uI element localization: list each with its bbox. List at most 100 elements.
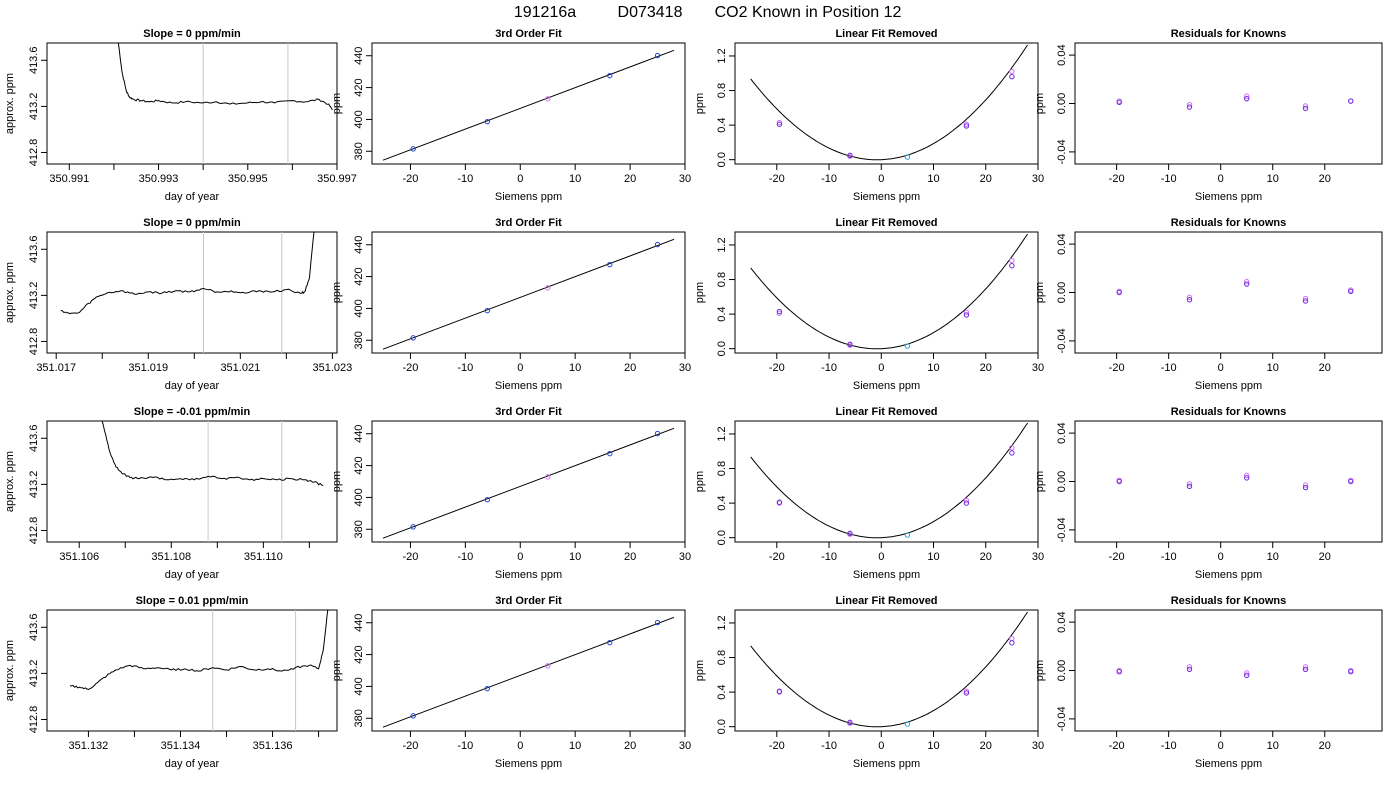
y-tick-label: 0.4: [716, 684, 728, 699]
y-tick-label: 1.2: [716, 48, 728, 63]
residual-point-magenta: [1302, 664, 1309, 670]
x-tick-label: -20: [402, 551, 418, 563]
y-tick-label: 412.8: [28, 517, 40, 545]
title-run-id: 191216a: [514, 4, 576, 21]
residual-point-magenta: [1186, 102, 1193, 108]
y-tick-label: 412.8: [28, 706, 40, 734]
plot-area: [750, 44, 1029, 161]
data-point-magenta: [963, 688, 970, 694]
x-tick-label: 20: [980, 740, 992, 752]
plot-area: [1116, 472, 1354, 491]
panel-trace-row-0: Slope = 0 ppm/min 350.991 350.993 350.995 35…: [4, 28, 357, 203]
data-point: [484, 496, 491, 503]
y-tick-label: 0.00: [1056, 471, 1068, 492]
data-point-purple: [847, 341, 853, 348]
fit-curve: [750, 422, 1029, 539]
fit-line: [382, 616, 675, 728]
y-axis-label: approx. ppm: [4, 640, 16, 701]
x-tick-label: 0: [517, 551, 523, 563]
plot-frame: [371, 609, 686, 732]
x-tick-label: 0: [878, 362, 884, 374]
x-tick-label: 0: [517, 173, 523, 185]
y-tick-label: 413.2: [28, 93, 40, 121]
panel-title: Residuals for Knowns: [1171, 406, 1287, 418]
y-tick-label: 1.2: [716, 426, 728, 441]
x-axis-label: Siemens ppm: [495, 758, 562, 770]
panel-title: Slope = 0.01 ppm/min: [136, 595, 249, 607]
panel-linear_removed-row-1: Linear Fit Removed -20 -10 0 10 20 30 0.0 0.4 0.8…: [694, 217, 1044, 392]
y-tick-label: 0.4: [716, 495, 728, 510]
x-tick-label: 20: [1319, 362, 1331, 374]
panel-title: Slope = 0 ppm/min: [143, 217, 241, 229]
residual-point-purple: [1116, 99, 1122, 105]
panel-residuals-row-3: Residuals for Knowns -20 -10 0 10 20 -0.04 0.00…: [1034, 595, 1383, 770]
x-tick-label: 20: [980, 173, 992, 185]
x-tick-label: -20: [769, 173, 785, 185]
y-tick-label: 413.6: [28, 614, 40, 642]
panel-title: Slope = 0 ppm/min: [143, 28, 241, 40]
panel-trace-row-2: Slope = -0.01 ppm/min 351.106 351.108 351.1…: [4, 406, 338, 581]
x-tick-label: -20: [402, 173, 418, 185]
plot-frame: [734, 42, 1039, 165]
y-axis-label: ppm: [331, 660, 343, 681]
x-axis-label: Siemens ppm: [495, 380, 562, 392]
plot-frame: [46, 42, 338, 165]
y-tick-label: 1.2: [716, 237, 728, 252]
y-tick-label: 400: [353, 488, 365, 506]
x-tick-label: -10: [1161, 740, 1177, 752]
panel-title: Linear Fit Removed: [835, 406, 937, 418]
x-tick-label: 20: [624, 740, 636, 752]
plot-area: [382, 616, 675, 728]
x-tick-label: 10: [1267, 362, 1279, 374]
x-axis-label: Siemens ppm: [495, 569, 562, 581]
data-point: [607, 639, 613, 646]
x-tick-label: -10: [821, 173, 837, 185]
y-tick-label: 0.4: [716, 117, 728, 132]
y-tick-label: 0.0: [716, 530, 728, 545]
data-point: [654, 52, 661, 59]
x-tick-label: 10: [927, 173, 939, 185]
panel-title: 3rd Order Fit: [495, 217, 562, 229]
panel-fit-row-3: 3rd Order Fit -20 -10 0 10 20 30 380 400 420 440 Si…: [331, 595, 691, 770]
data-point-purple: [963, 123, 970, 129]
x-axis-label: Siemens ppm: [1195, 569, 1262, 581]
residual-point-purple: [1244, 672, 1250, 679]
title-tank-id: D073418: [618, 4, 683, 21]
y-tick-label: 440: [353, 47, 365, 65]
y-tick-label: 420: [353, 456, 365, 474]
x-tick-label: 20: [624, 362, 636, 374]
plot-frame: [46, 420, 338, 543]
y-tick-label: -0.04: [1056, 139, 1068, 164]
residual-point-magenta: [1186, 294, 1193, 301]
residual-point-purple: [1302, 298, 1309, 304]
plot-frame: [371, 42, 686, 165]
data-point: [607, 450, 613, 457]
x-tick-label: 351.134: [161, 740, 201, 752]
data-point-purple: [1009, 450, 1015, 456]
title-description: CO2 Known in Position 12: [715, 4, 902, 21]
x-axis-label: Siemens ppm: [1195, 758, 1262, 770]
x-tick-label: -20: [402, 362, 418, 374]
residual-point-magenta: [1302, 103, 1309, 109]
x-tick-label: 10: [927, 551, 939, 563]
x-axis-label: Siemens ppm: [495, 191, 562, 203]
y-axis-label: approx. ppm: [4, 262, 16, 323]
plot-area: [382, 49, 675, 161]
y-tick-label: 413.2: [28, 471, 40, 499]
data-point: [654, 619, 661, 626]
plot-area: [1116, 278, 1354, 304]
residual-point-purple: [1348, 478, 1354, 485]
data-point-purple: [847, 530, 853, 537]
y-tick-label: 413.6: [28, 425, 40, 453]
y-tick-label: 413.2: [28, 660, 40, 688]
x-tick-label: 351.023: [313, 362, 353, 374]
x-tick-label: 10: [569, 551, 581, 563]
plot-area: [750, 611, 1029, 728]
panel-residuals-row-0: Residuals for Knowns -20 -10 0 10 20 -0.04 0.00…: [1034, 28, 1383, 203]
x-axis-label: Siemens ppm: [1195, 191, 1262, 203]
residual-point-purple: [1244, 281, 1250, 287]
fit-line: [382, 427, 675, 539]
x-tick-label: 351.021: [220, 362, 260, 374]
y-axis-label: ppm: [694, 282, 706, 303]
x-tick-label: -20: [1109, 173, 1125, 185]
